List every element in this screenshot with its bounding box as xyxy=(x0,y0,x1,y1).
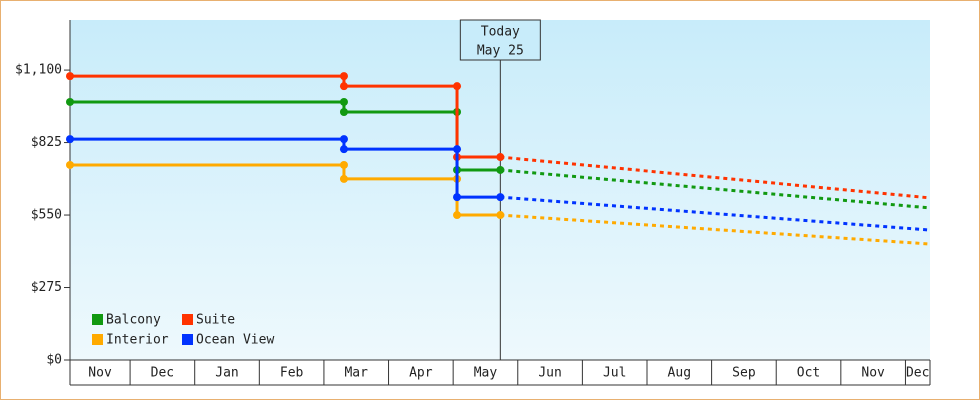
price-point xyxy=(66,97,74,106)
price-point xyxy=(339,145,348,154)
price-point xyxy=(453,82,462,91)
today-date: May 25 xyxy=(477,44,524,59)
x-tick-label: Mar xyxy=(344,366,368,381)
price-point xyxy=(66,72,74,81)
x-tick-label: Apr xyxy=(409,366,433,381)
legend-label: Interior xyxy=(106,333,169,348)
price-point xyxy=(496,153,505,162)
legend-swatch xyxy=(92,314,103,325)
legend-swatch xyxy=(182,334,193,345)
today-box xyxy=(459,19,541,61)
legend-swatch xyxy=(92,334,103,345)
price-point xyxy=(339,174,348,183)
x-tick-label: Nov xyxy=(88,366,112,381)
x-tick-label: Jul xyxy=(603,366,626,381)
price-point xyxy=(496,193,505,202)
x-tick-label: Aug xyxy=(668,366,691,381)
legend-label: Balcony xyxy=(106,313,161,328)
y-tick-label: $550 xyxy=(31,208,62,223)
price-point xyxy=(339,82,348,91)
y-tick-label: $1,100 xyxy=(15,63,62,78)
price-point xyxy=(453,211,462,220)
price-point xyxy=(339,135,348,144)
legend-swatch xyxy=(182,314,193,325)
y-tick-label: $0 xyxy=(46,353,62,368)
price-point xyxy=(453,193,462,202)
price-line xyxy=(70,100,501,172)
price-point xyxy=(66,160,74,169)
legend-label: Ocean View xyxy=(196,333,274,348)
price-point xyxy=(339,160,348,169)
price-point xyxy=(339,72,348,81)
price-line xyxy=(70,137,501,199)
price-line xyxy=(70,74,501,159)
x-tick-label: Nov xyxy=(861,366,885,381)
today-label: Today xyxy=(481,25,520,40)
x-tick-label: Sep xyxy=(732,366,756,381)
x-tick-label: Dec xyxy=(151,366,174,381)
x-tick-label: Jun xyxy=(538,366,561,381)
x-tick-label: Oct xyxy=(797,366,820,381)
x-tick-label: May xyxy=(474,366,498,381)
price-point xyxy=(339,107,348,116)
y-tick-label: $275 xyxy=(31,280,62,295)
price-point xyxy=(339,97,348,106)
x-tick-label: Dec xyxy=(906,366,929,381)
price-point xyxy=(496,165,505,174)
price-line xyxy=(70,163,501,217)
price-point xyxy=(66,135,74,144)
price-point xyxy=(496,211,505,220)
x-tick-label: Feb xyxy=(280,366,304,381)
legend-label: Suite xyxy=(196,313,235,328)
y-tick-label: $825 xyxy=(31,135,62,150)
price-point xyxy=(453,145,462,154)
x-tick-label: Jan xyxy=(215,366,238,381)
